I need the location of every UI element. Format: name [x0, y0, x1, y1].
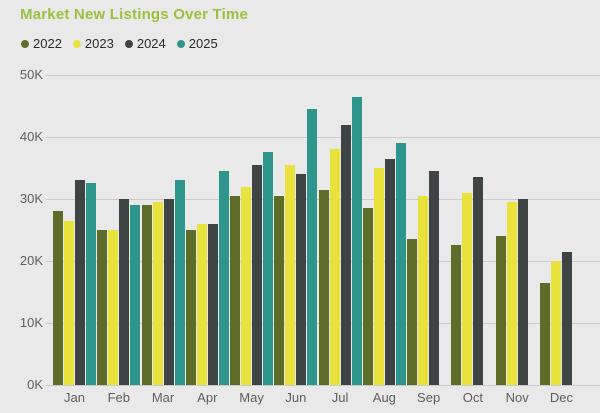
bar-group-oct: [451, 75, 494, 385]
x-axis-label: Jun: [285, 390, 307, 405]
legend-swatch-icon: [176, 39, 185, 48]
bar-2022-feb[interactable]: [97, 230, 108, 385]
bar-2025-jun[interactable]: [307, 109, 318, 385]
bar-2024-nov[interactable]: [517, 199, 528, 385]
legend-item-2023[interactable]: 2023: [72, 36, 114, 51]
x-axis-label: Nov: [505, 390, 529, 405]
bar-2025-mar[interactable]: [174, 180, 185, 385]
bar-2025-may[interactable]: [263, 152, 274, 385]
bar-2025-feb[interactable]: [130, 205, 141, 385]
bar-2023-sep[interactable]: [418, 196, 429, 385]
bar-2024-jan[interactable]: [75, 180, 85, 385]
x-axis-label: Sep: [417, 390, 441, 405]
x-axis-label: Aug: [372, 390, 396, 405]
bar-2025-aug[interactable]: [395, 143, 406, 385]
gridline: [46, 75, 600, 76]
x-axis-label: Dec: [549, 390, 573, 405]
bar-2022-mar[interactable]: [141, 205, 152, 385]
legend-swatch-icon: [72, 39, 81, 48]
x-axis-label: May: [239, 390, 264, 405]
bar-2022-jan[interactable]: [53, 211, 63, 385]
bar-group-nov: [495, 75, 539, 385]
x-axis-label: Oct: [462, 390, 483, 405]
bar-2023-dec[interactable]: [550, 261, 561, 385]
bar-group-feb: [97, 75, 141, 385]
bar-2022-oct[interactable]: [451, 245, 462, 385]
legend-label: 2022: [33, 36, 62, 51]
bar-2024-oct[interactable]: [473, 177, 484, 385]
bar-group-sep: [407, 75, 450, 385]
bar-2024-mar[interactable]: [163, 199, 174, 385]
x-axis-label: Apr: [197, 390, 218, 405]
legend-item-2022[interactable]: 2022: [21, 36, 62, 51]
bar-2023-mar[interactable]: [152, 202, 163, 385]
bar-2024-feb[interactable]: [119, 199, 130, 385]
bar-2022-nov[interactable]: [495, 236, 506, 385]
bar-2022-may[interactable]: [230, 196, 241, 385]
bar-2023-feb[interactable]: [108, 230, 119, 385]
bar-2023-jun[interactable]: [285, 165, 296, 385]
x-axis-label: Feb: [107, 390, 130, 405]
bar-2024-apr[interactable]: [207, 224, 218, 385]
legend-item-2024[interactable]: 2024: [124, 36, 166, 51]
bar-2025-jan[interactable]: [86, 183, 96, 385]
bar-2023-may[interactable]: [241, 187, 252, 385]
bar-2024-aug[interactable]: [384, 159, 395, 385]
legend-swatch-icon: [21, 39, 29, 48]
bar-2025-apr[interactable]: [218, 171, 229, 385]
bar-2023-jul[interactable]: [329, 149, 340, 385]
bar-group-jan: [53, 75, 96, 385]
bar-2022-aug[interactable]: [362, 208, 373, 385]
bar-group-dec: [539, 75, 583, 385]
gridline: [46, 385, 600, 386]
bar-2022-apr[interactable]: [185, 230, 196, 385]
bar-2024-jul[interactable]: [340, 125, 351, 385]
bar-2022-jun[interactable]: [274, 196, 285, 385]
bar-2024-sep[interactable]: [429, 171, 440, 385]
bar-group-aug: [362, 75, 406, 385]
y-axis-tick-label: 30K: [19, 191, 43, 206]
y-axis-tick-label: 10K: [19, 315, 43, 330]
y-axis-tick-label: 0K: [27, 377, 43, 392]
legend-label: 2025: [188, 36, 218, 51]
chart-title: Market New Listings Over Time: [20, 6, 249, 23]
bar-2022-sep[interactable]: [407, 239, 418, 385]
bar-2023-jan[interactable]: [64, 221, 74, 385]
bar-group-apr: [185, 75, 229, 385]
y-axis-tick-label: 50K: [19, 67, 43, 82]
legend-label: 2024: [136, 36, 166, 51]
gridline: [46, 137, 600, 138]
bar-group-may: [230, 75, 274, 385]
x-axis-label: Jan: [64, 390, 85, 405]
bar-2023-aug[interactable]: [373, 168, 384, 385]
x-axis-label: Jul: [331, 390, 349, 405]
x-axis: Jan Feb Mar Apr May Jun Jul Aug Sep Oct Nov Dec: [53, 390, 583, 405]
legend-swatch-icon: [124, 39, 133, 48]
bar-2022-dec[interactable]: [539, 283, 550, 385]
y-axis-tick-label: 20K: [19, 253, 43, 268]
y-axis-tick-label: 40K: [19, 129, 43, 144]
bar-2023-oct[interactable]: [462, 193, 473, 385]
bar-2023-nov[interactable]: [506, 202, 517, 385]
bar-2024-dec[interactable]: [561, 252, 572, 385]
bars-region: [53, 75, 583, 385]
x-axis-label: Mar: [151, 390, 175, 405]
legend-item-2025[interactable]: 2025: [176, 36, 218, 51]
bar-2024-jun[interactable]: [296, 174, 307, 385]
bar-2025-jul[interactable]: [351, 97, 362, 385]
legend-label: 2023: [84, 36, 114, 51]
bar-2024-may[interactable]: [252, 165, 263, 385]
bar-group-jun: [274, 75, 318, 385]
bar-group-jul: [318, 75, 362, 385]
bar-2023-apr[interactable]: [196, 224, 207, 385]
bar-2022-jul[interactable]: [318, 190, 329, 385]
bar-group-mar: [141, 75, 185, 385]
legend: 2022 2023 2024 2025: [21, 36, 218, 51]
